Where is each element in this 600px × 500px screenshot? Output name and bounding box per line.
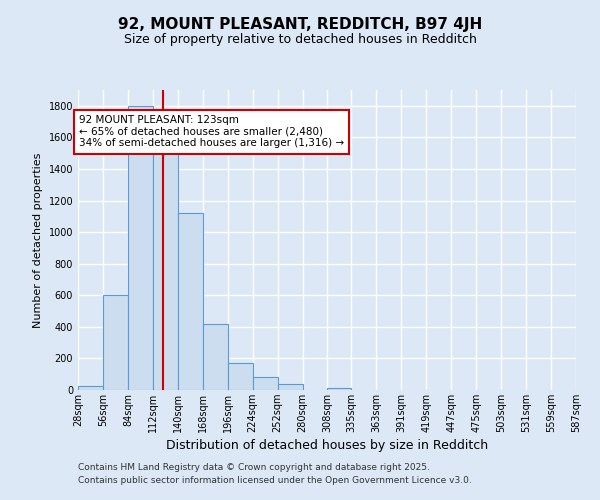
Bar (78, 386, 103, 390)
Bar (153, 140, 178, 390)
Text: Contains public sector information licensed under the Open Government Licence v3: Contains public sector information licen… (78, 476, 472, 485)
Text: 92 MOUNT PLEASANT: 123sqm
← 65% of detached houses are smaller (2,480)
34% of se: 92 MOUNT PLEASANT: 123sqm ← 65% of detac… (79, 116, 344, 148)
Bar (128, 106, 153, 390)
X-axis label: Distribution of detached houses by size in Redditch: Distribution of detached houses by size … (166, 439, 488, 452)
Bar (328, 388, 352, 390)
Bar (253, 378, 278, 390)
Text: Contains HM Land Registry data © Crown copyright and database right 2025.: Contains HM Land Registry data © Crown c… (78, 464, 430, 472)
Bar (203, 324, 227, 390)
Bar (227, 363, 253, 390)
Y-axis label: Number of detached properties: Number of detached properties (33, 152, 43, 328)
Text: 92, MOUNT PLEASANT, REDDITCH, B97 4JH: 92, MOUNT PLEASANT, REDDITCH, B97 4JH (118, 18, 482, 32)
Text: Size of property relative to detached houses in Redditch: Size of property relative to detached ho… (124, 32, 476, 46)
Bar (278, 384, 302, 390)
Bar (103, 296, 128, 390)
Bar (178, 213, 203, 390)
